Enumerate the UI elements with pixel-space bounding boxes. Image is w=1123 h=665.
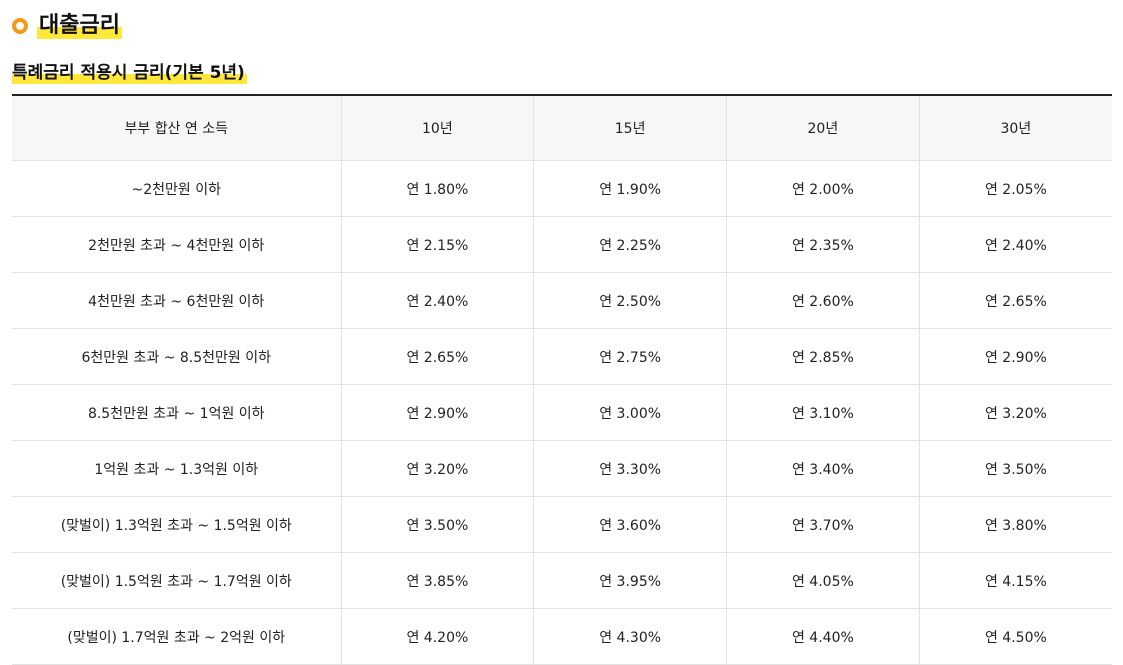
rate-cell: 연 4.15% bbox=[918, 552, 1112, 609]
rate-cell: 연 2.00% bbox=[726, 160, 920, 217]
rate-cell: 연 3.10% bbox=[726, 384, 920, 441]
rate-cell: 연 3.20% bbox=[918, 384, 1112, 441]
rate-cell: 연 2.90% bbox=[340, 384, 534, 441]
rate-cell: 연 2.65% bbox=[918, 272, 1112, 329]
rate-cell: 연 2.35% bbox=[726, 216, 920, 273]
income-cell: 6천만원 초과 ~ 8.5천만원 이하 bbox=[12, 328, 341, 385]
table-subtitle: 특례금리 적용시 금리(기본 5년) bbox=[12, 60, 247, 86]
rate-cell: 연 2.85% bbox=[726, 328, 920, 385]
rate-cell: 연 4.20% bbox=[340, 608, 534, 665]
income-cell: 1억원 초과 ~ 1.3억원 이하 bbox=[12, 440, 341, 497]
table-row: 2천만원 초과 ~ 4천만원 이하 연 2.15% 연 2.25% 연 2.35… bbox=[12, 216, 1112, 273]
header-15y: 15년 bbox=[533, 95, 727, 161]
rate-cell: 연 4.30% bbox=[533, 608, 727, 665]
header-income: 부부 합산 연 소득 bbox=[12, 95, 341, 161]
rate-cell: 연 3.20% bbox=[340, 440, 534, 497]
rate-cell: 연 2.15% bbox=[340, 216, 534, 273]
table-row: 6천만원 초과 ~ 8.5천만원 이하 연 2.65% 연 2.75% 연 2.… bbox=[12, 328, 1112, 385]
income-cell: 4천만원 초과 ~ 6천만원 이하 bbox=[12, 272, 341, 329]
rate-cell: 연 3.60% bbox=[533, 496, 727, 553]
income-cell: ~2천만원 이하 bbox=[12, 160, 341, 217]
rate-cell: 연 4.40% bbox=[726, 608, 920, 665]
rate-cell: 연 2.40% bbox=[918, 216, 1112, 273]
table-row: (맞벌이) 1.7억원 초과 ~ 2억원 이하 연 4.20% 연 4.30% … bbox=[12, 608, 1112, 665]
rate-cell: 연 2.65% bbox=[340, 328, 534, 385]
income-cell: (맞벌이) 1.3억원 초과 ~ 1.5억원 이하 bbox=[12, 496, 341, 553]
rate-cell: 연 3.50% bbox=[340, 496, 534, 553]
rate-cell: 연 2.90% bbox=[918, 328, 1112, 385]
table-row: (맞벌이) 1.3억원 초과 ~ 1.5억원 이하 연 3.50% 연 3.60… bbox=[12, 496, 1112, 553]
rate-cell: 연 3.85% bbox=[340, 552, 534, 609]
rate-cell: 연 3.00% bbox=[533, 384, 727, 441]
rate-cell: 연 2.75% bbox=[533, 328, 727, 385]
rate-cell: 연 1.90% bbox=[533, 160, 727, 217]
rate-cell: 연 1.80% bbox=[340, 160, 534, 217]
header-10y: 10년 bbox=[340, 95, 534, 161]
rate-cell: 연 3.70% bbox=[726, 496, 920, 553]
income-cell: (맞벌이) 1.7억원 초과 ~ 2억원 이하 bbox=[12, 608, 341, 665]
table-row: 4천만원 초과 ~ 6천만원 이하 연 2.40% 연 2.50% 연 2.60… bbox=[12, 272, 1112, 329]
rate-cell: 연 3.30% bbox=[533, 440, 727, 497]
rate-cell: 연 2.25% bbox=[533, 216, 727, 273]
rate-cell: 연 4.05% bbox=[726, 552, 920, 609]
rate-cell: 연 3.95% bbox=[533, 552, 727, 609]
ring-bullet-icon bbox=[12, 18, 28, 34]
rate-cell: 연 2.60% bbox=[726, 272, 920, 329]
rate-cell: 연 3.80% bbox=[918, 496, 1112, 553]
rate-cell: 연 2.40% bbox=[340, 272, 534, 329]
table-header-row: 부부 합산 연 소득 10년 15년 20년 30년 bbox=[12, 95, 1112, 161]
rate-cell: 연 3.50% bbox=[918, 440, 1112, 497]
section-title: 대출금리 bbox=[37, 11, 122, 41]
rate-cell: 연 4.50% bbox=[918, 608, 1112, 665]
table-row: 8.5천만원 초과 ~ 1억원 이하 연 2.90% 연 3.00% 연 3.1… bbox=[12, 384, 1112, 441]
header-20y: 20년 bbox=[726, 95, 920, 161]
table-row: (맞벌이) 1.5억원 초과 ~ 1.7억원 이하 연 3.85% 연 3.95… bbox=[12, 552, 1112, 609]
header-30y: 30년 bbox=[918, 95, 1112, 161]
income-cell: 2천만원 초과 ~ 4천만원 이하 bbox=[12, 216, 341, 273]
rate-cell: 연 2.50% bbox=[533, 272, 727, 329]
income-cell: 8.5천만원 초과 ~ 1억원 이하 bbox=[12, 384, 341, 441]
rate-table: 부부 합산 연 소득 10년 15년 20년 30년 ~2천만원 이하 연 1.… bbox=[12, 94, 1112, 665]
rate-cell: 연 3.40% bbox=[726, 440, 920, 497]
income-cell: (맞벌이) 1.5억원 초과 ~ 1.7억원 이하 bbox=[12, 552, 341, 609]
table-subtitle-text: 특례금리 적용시 금리(기본 5년) bbox=[12, 63, 245, 83]
table-row: ~2천만원 이하 연 1.80% 연 1.90% 연 2.00% 연 2.05% bbox=[12, 160, 1112, 217]
rate-cell: 연 2.05% bbox=[918, 160, 1112, 217]
section-header: 대출금리 bbox=[12, 10, 122, 42]
table-row: 1억원 초과 ~ 1.3억원 이하 연 3.20% 연 3.30% 연 3.40… bbox=[12, 440, 1112, 497]
